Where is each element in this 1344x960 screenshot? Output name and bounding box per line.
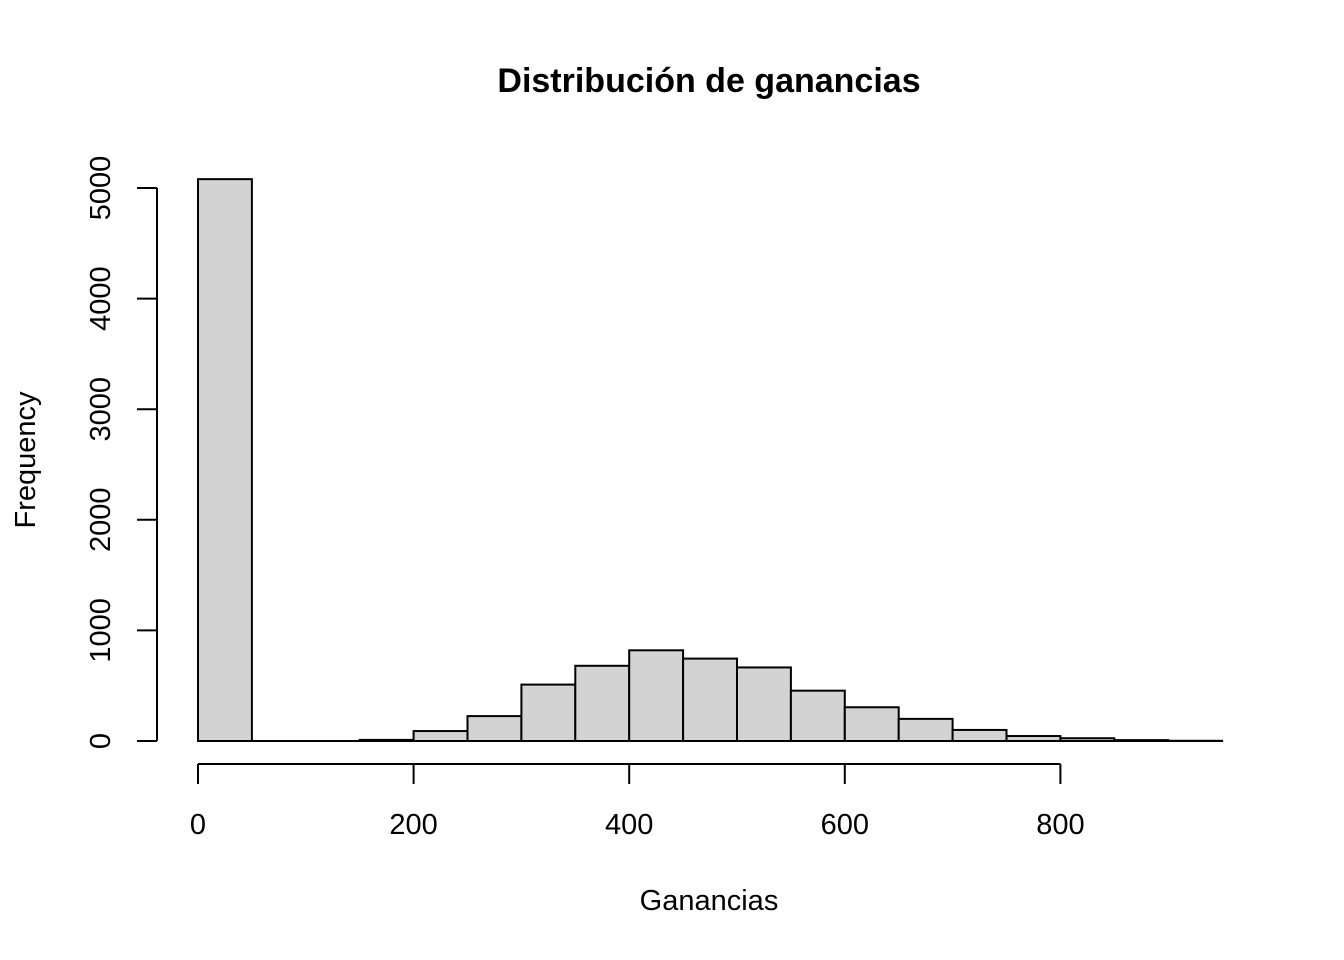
histogram-bar — [736, 666, 792, 742]
y-tick-label: 5000 — [85, 156, 117, 221]
y-tick-label: 0 — [85, 733, 117, 749]
histogram-bar — [574, 664, 631, 742]
chart-title: Distribución de ganancias — [497, 62, 920, 100]
x-tick-label: 600 — [821, 809, 869, 841]
x-tick-label: 400 — [605, 809, 653, 841]
x-tick-label: 200 — [389, 809, 437, 841]
x-tick-label: 0 — [190, 809, 206, 841]
histogram-bar — [682, 657, 738, 743]
y-axis: 0 1000 2000 3000 4000 5000 — [85, 156, 158, 749]
x-axis-label: Ganancias — [640, 885, 779, 917]
x-tick-label: 800 — [1036, 809, 1084, 841]
histogram-bar — [789, 689, 846, 742]
histogram-bar — [628, 649, 685, 742]
histogram-bars — [197, 178, 1224, 743]
x-axis: 0 200 400 600 800 — [190, 763, 1085, 841]
histogram-bar — [197, 178, 253, 743]
y-axis-label: Frequency — [10, 391, 42, 529]
y-tick-label: 3000 — [85, 377, 117, 442]
histogram-bar — [951, 728, 1008, 743]
histogram-bar — [412, 730, 469, 743]
histogram-bar — [520, 683, 577, 742]
y-tick-label: 4000 — [85, 266, 117, 331]
y-tick-label: 1000 — [85, 598, 117, 663]
histogram-bar — [843, 706, 900, 743]
histogram-bar — [466, 715, 523, 742]
histogram-bar — [897, 717, 954, 743]
y-tick-label: 2000 — [85, 488, 117, 553]
